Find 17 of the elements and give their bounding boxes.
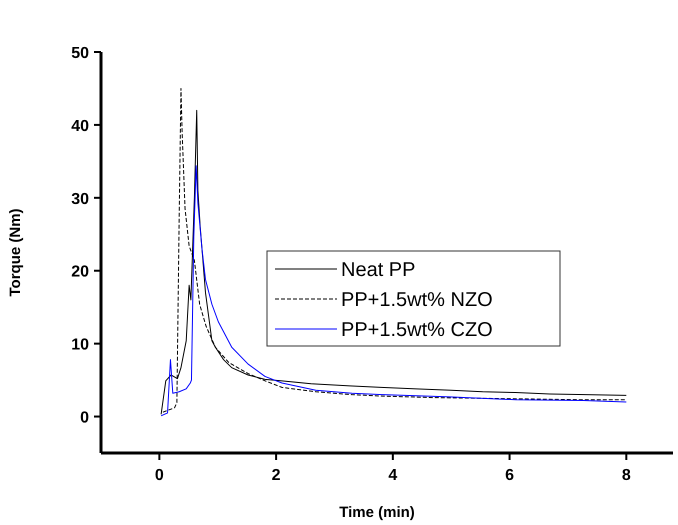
- y-axis-title: Torque (Nm): [7, 208, 24, 297]
- y-tick-label: 40: [71, 118, 90, 135]
- x-axis-title: Time (min): [339, 504, 415, 521]
- y-tick-label: 20: [71, 264, 90, 281]
- x-tick-label: 8: [622, 467, 631, 484]
- y-tick-label: 0: [80, 410, 90, 427]
- y-tick-label: 10: [71, 336, 90, 354]
- legend-label: PP+1.5wt% CZO: [341, 319, 493, 341]
- x-tick-label: 4: [388, 467, 398, 484]
- x-tick-label: 6: [505, 467, 514, 484]
- x-tick-label: 0: [154, 467, 164, 484]
- legend-label: PP+1.5wt% NZO: [341, 289, 493, 311]
- x-tick-label: 2: [272, 467, 281, 484]
- legend-label: Neat PP: [341, 259, 416, 281]
- line-series: [160, 165, 627, 416]
- y-tick-label: 50: [71, 45, 90, 62]
- y-tick-label: 30: [71, 190, 90, 208]
